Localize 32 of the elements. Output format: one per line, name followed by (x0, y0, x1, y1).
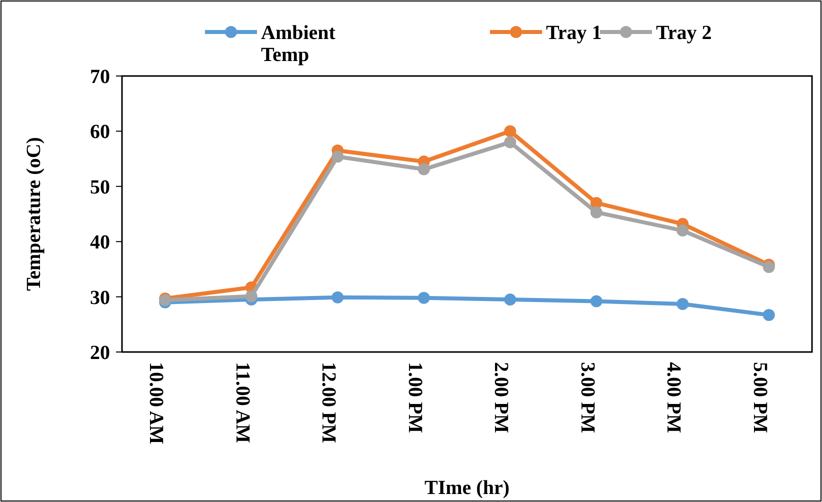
point (418, 163, 430, 176)
point (590, 295, 602, 308)
y-axis-title: Temperature (oC) (23, 137, 45, 291)
x-tick-label: 11.00 AM (231, 362, 254, 444)
x-tick-label: 1.00 PM (404, 362, 426, 434)
point (418, 292, 430, 304)
point (504, 125, 516, 138)
y-tick-label: 50 (90, 176, 110, 198)
y-tick-label: 70 (90, 66, 110, 88)
y-tick-label: 60 (90, 121, 110, 144)
legend-label: Ambient Temp (261, 22, 336, 66)
x-axis-title: TIme (hr) (424, 477, 510, 499)
legend-label: Tray 1 (546, 22, 602, 44)
point (245, 290, 258, 302)
legend-label: Tray 2 (656, 22, 712, 44)
y-tick-label: 20 (90, 342, 110, 364)
x-tick-label: 5.00 PM (748, 362, 771, 434)
point (676, 298, 689, 310)
point (762, 309, 775, 322)
point (504, 294, 516, 306)
x-tick-label: 4.00 PM (662, 362, 685, 434)
point (332, 291, 344, 304)
x-tick-label: 2.00 PM (490, 362, 512, 434)
point (332, 150, 344, 163)
x-tick-label: 12.00 PM (318, 362, 340, 444)
y-tick-label: 30 (90, 286, 110, 309)
x-tick-label: 3.00 PM (576, 362, 598, 434)
x-tick-label: 10.00 AM (145, 362, 168, 444)
point (676, 224, 689, 237)
y-tick-label: 40 (90, 232, 110, 254)
point (504, 136, 516, 148)
point (590, 206, 602, 218)
